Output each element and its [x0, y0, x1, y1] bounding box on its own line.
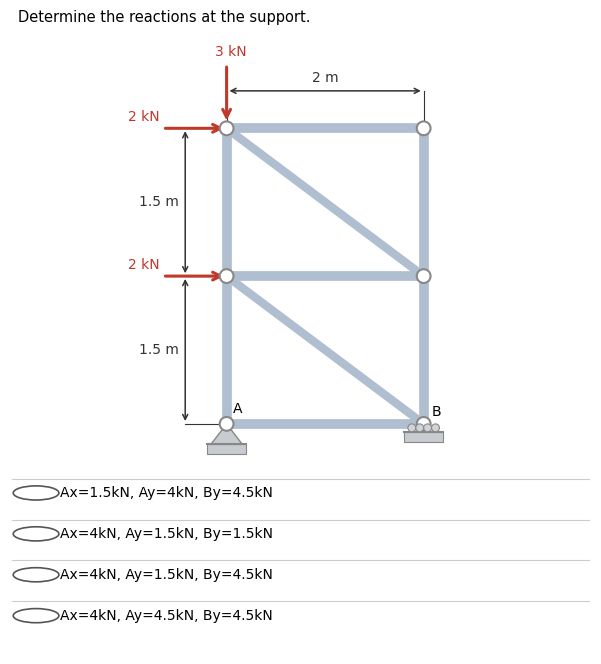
Circle shape: [13, 609, 59, 623]
Text: 3 kN: 3 kN: [215, 45, 246, 59]
Text: Ax=4kN, Ay=4.5kN, By=4.5kN: Ax=4kN, Ay=4.5kN, By=4.5kN: [60, 609, 273, 623]
Circle shape: [416, 269, 430, 283]
Text: 2 kN: 2 kN: [128, 110, 160, 124]
Text: B: B: [432, 405, 441, 419]
Text: 2 kN: 2 kN: [128, 258, 160, 272]
Circle shape: [13, 527, 59, 541]
Text: Ax=4kN, Ay=1.5kN, By=4.5kN: Ax=4kN, Ay=1.5kN, By=4.5kN: [60, 568, 273, 582]
Circle shape: [432, 424, 439, 432]
Circle shape: [424, 424, 432, 432]
Circle shape: [416, 122, 430, 135]
Text: A: A: [233, 402, 242, 416]
Circle shape: [416, 417, 430, 431]
Circle shape: [220, 269, 234, 283]
Circle shape: [220, 417, 234, 431]
Text: Ax=1.5kN, Ay=4kN, By=4.5kN: Ax=1.5kN, Ay=4kN, By=4.5kN: [60, 486, 273, 500]
Circle shape: [220, 122, 234, 135]
Text: 1.5 m: 1.5 m: [139, 195, 179, 209]
Circle shape: [408, 424, 416, 432]
Circle shape: [13, 568, 59, 582]
Circle shape: [416, 424, 424, 432]
Text: Ax=4kN, Ay=1.5kN, By=1.5kN: Ax=4kN, Ay=1.5kN, By=1.5kN: [60, 527, 273, 541]
Text: 2 m: 2 m: [312, 71, 338, 85]
Polygon shape: [211, 424, 242, 444]
Polygon shape: [207, 444, 246, 454]
Text: Determine the reactions at the support.: Determine the reactions at the support.: [18, 10, 311, 25]
Circle shape: [13, 486, 59, 500]
Text: 1.5 m: 1.5 m: [139, 343, 179, 357]
Polygon shape: [404, 432, 444, 442]
